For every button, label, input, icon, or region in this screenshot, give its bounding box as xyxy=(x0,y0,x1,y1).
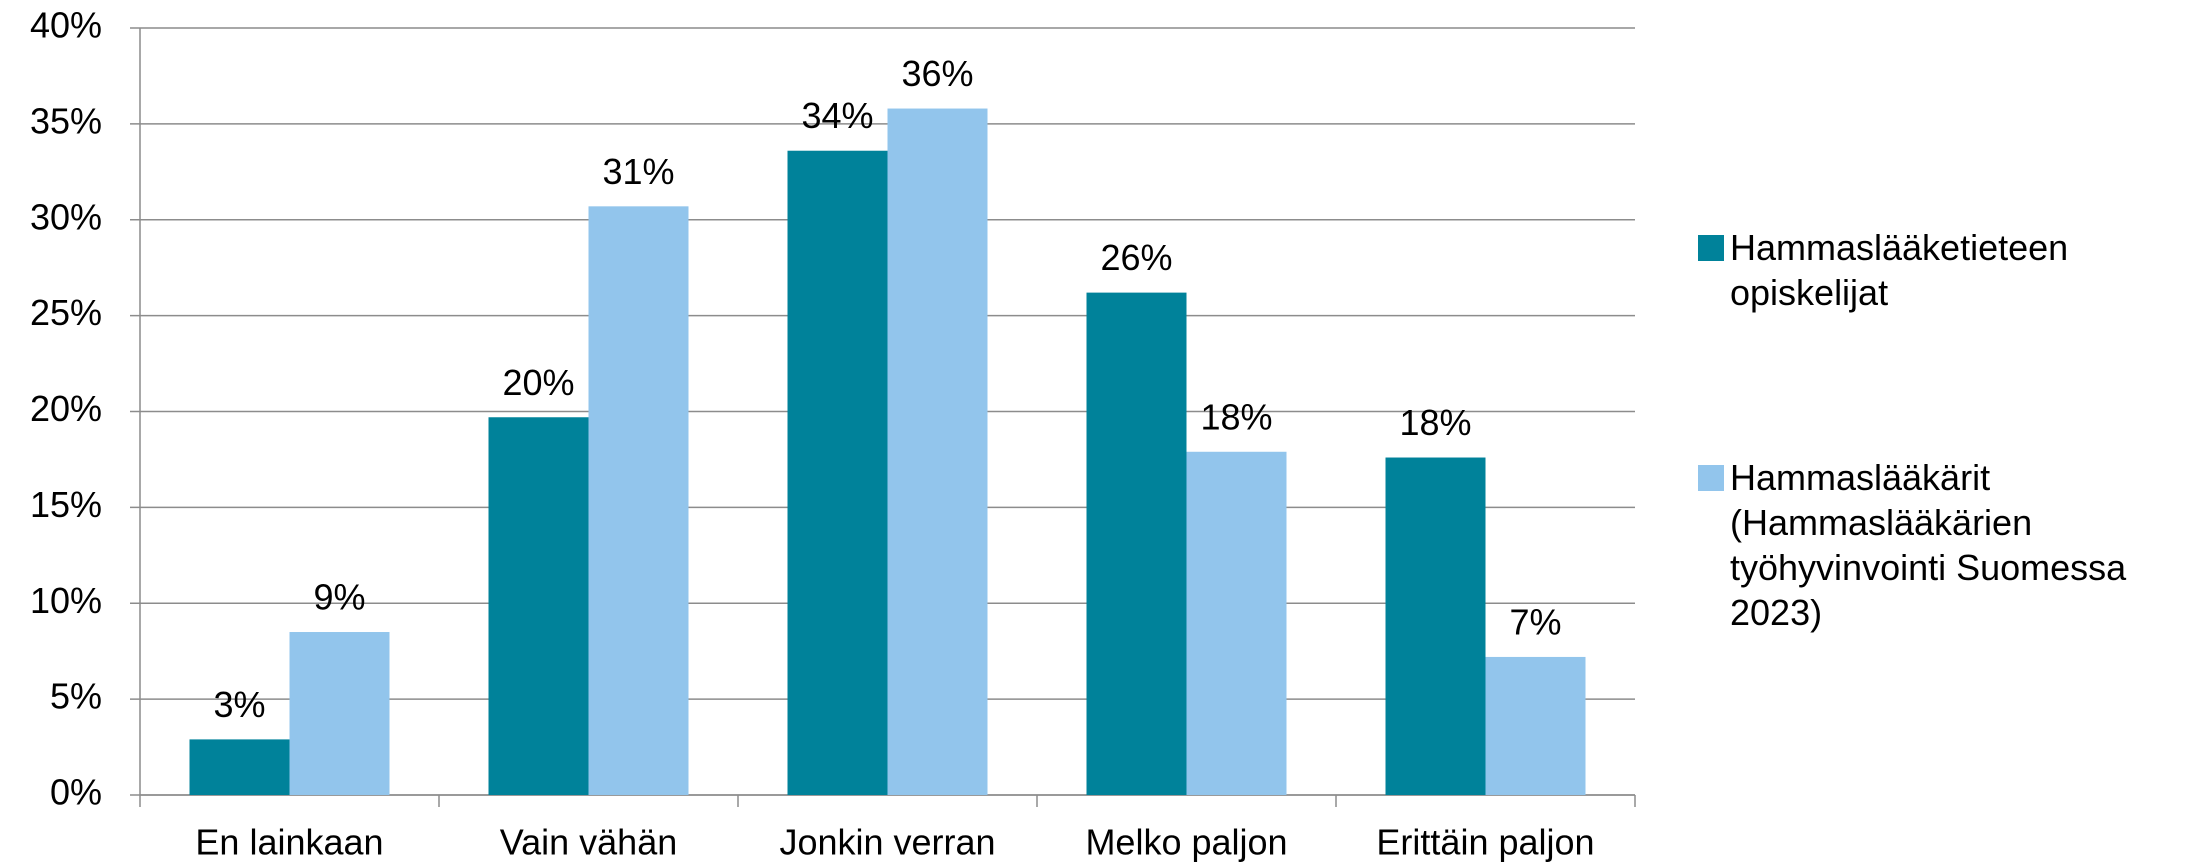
y-tick-label: 5% xyxy=(50,676,102,717)
value-label: 31% xyxy=(602,151,674,192)
value-label: 34% xyxy=(801,95,873,136)
x-tick-label: En lainkaan xyxy=(195,822,383,863)
bar xyxy=(588,206,689,795)
y-tick-label: 35% xyxy=(30,100,102,141)
y-tick-label: 20% xyxy=(30,388,102,429)
value-label: 20% xyxy=(502,362,574,403)
y-tick-label: 30% xyxy=(30,196,102,237)
value-label: 7% xyxy=(1509,601,1561,642)
x-tick-label: Melko paljon xyxy=(1085,822,1287,863)
bar xyxy=(1086,292,1187,795)
legend-item: Hammaslääkärit (Hammaslääkärien työhyvin… xyxy=(1698,455,2158,635)
x-tick-label: Erittäin paljon xyxy=(1376,822,1594,863)
bar xyxy=(1485,656,1586,795)
bar xyxy=(1385,457,1486,795)
bar xyxy=(787,150,888,796)
bar xyxy=(488,417,589,795)
bar xyxy=(1186,451,1287,795)
y-tick-label: 10% xyxy=(30,580,102,621)
legend-swatch xyxy=(1698,465,1724,491)
value-label: 18% xyxy=(1200,396,1272,437)
value-label: 3% xyxy=(213,684,265,725)
legend-swatch xyxy=(1698,235,1724,261)
bar xyxy=(289,632,390,795)
y-tick-label: 15% xyxy=(30,484,102,525)
value-label: 36% xyxy=(901,53,973,94)
value-label: 18% xyxy=(1399,402,1471,443)
legend-label: Hammaslääkärit (Hammaslääkärien työhyvin… xyxy=(1730,457,2127,633)
y-tick-label: 25% xyxy=(30,292,102,333)
legend-item: Hammaslääketieteen opiskelijat xyxy=(1698,225,2158,315)
x-tick-label: Jonkin verran xyxy=(779,822,995,863)
legend-label: Hammaslääketieteen opiskelijat xyxy=(1730,227,2069,313)
y-tick-label: 40% xyxy=(30,5,102,46)
value-label: 9% xyxy=(313,577,365,618)
bar xyxy=(189,739,290,795)
y-tick-label: 0% xyxy=(50,772,102,813)
bar xyxy=(887,108,988,795)
x-tick-label: Vain vähän xyxy=(500,822,677,863)
value-label: 26% xyxy=(1100,237,1172,278)
